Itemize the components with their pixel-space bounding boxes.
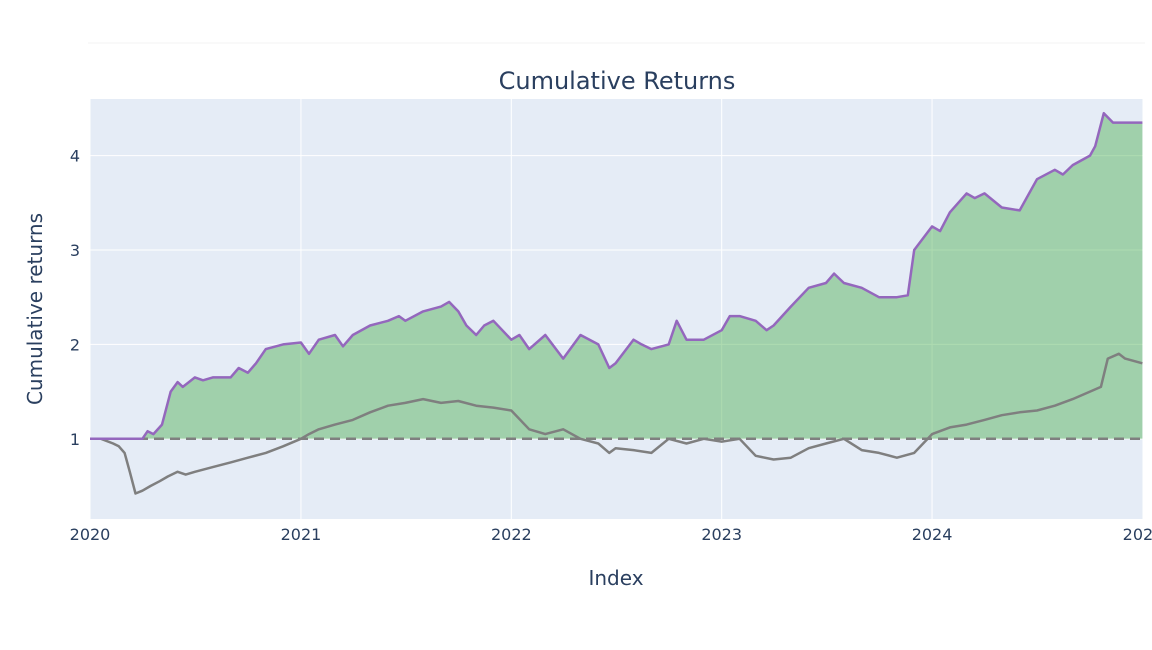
y-tick-label-3: 3 xyxy=(70,241,80,260)
area-fill xyxy=(90,113,1143,439)
x-tick-label-2020: 2020 xyxy=(70,525,111,544)
x-tick-label-2024: 2024 xyxy=(912,525,953,544)
x-tick-label-2022: 2022 xyxy=(491,525,532,544)
grid-lines xyxy=(89,99,1144,519)
chart-title: Cumulative Returns xyxy=(499,67,736,95)
y-tick-label-1: 1 xyxy=(70,430,80,449)
tick-labels: 2020 2021 2022 2023 2024 2025 1 2 3 4 xyxy=(70,147,1152,544)
y-tick-label-4: 4 xyxy=(70,147,80,166)
benchmark-line[interactable] xyxy=(90,352,1143,495)
strategy-line[interactable] xyxy=(90,111,1143,441)
x-axis-title: Index xyxy=(588,566,643,590)
y-tick-label-2: 2 xyxy=(70,335,80,354)
x-tick-label-2021: 2021 xyxy=(281,525,322,544)
series-lines[interactable] xyxy=(90,111,1143,495)
y-axis-title: Cumulative returns xyxy=(23,213,47,405)
strategy-excess-fill xyxy=(90,113,1143,439)
x-tick-label-2025: 2025 xyxy=(1123,525,1152,544)
x-tick-label-2023: 2023 xyxy=(701,525,742,544)
